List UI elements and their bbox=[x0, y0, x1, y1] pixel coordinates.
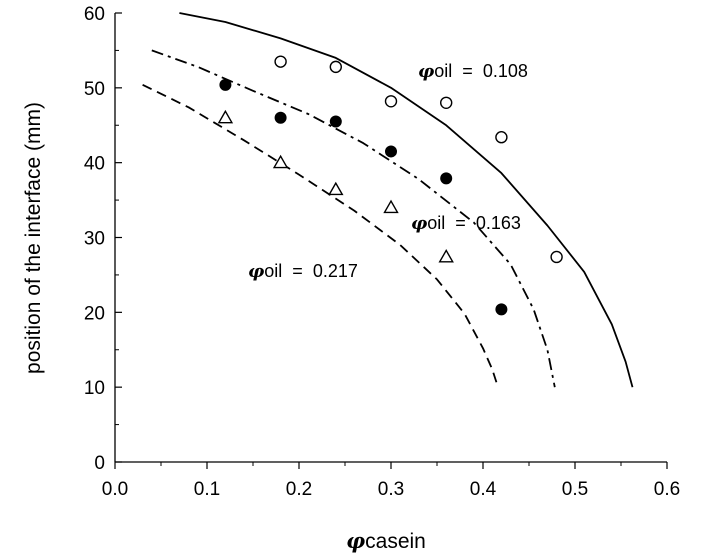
x-axis-title: φcasein bbox=[346, 528, 426, 553]
x-tick-label: 0.0 bbox=[102, 479, 128, 500]
x-tick-label: 0.2 bbox=[286, 479, 312, 500]
series-2-marker bbox=[438, 249, 454, 263]
x-tick-label: 0.3 bbox=[378, 479, 404, 500]
y-tick-label: 10 bbox=[84, 378, 105, 399]
series-1-marker bbox=[385, 145, 397, 158]
series-0-marker bbox=[550, 250, 563, 264]
y-tick-label: 50 bbox=[84, 79, 105, 100]
series-2-marker bbox=[383, 199, 399, 214]
annotation-oil-0108: φoil = 0.108 bbox=[418, 61, 528, 82]
plot-area: 0 10 20 30 40 50 60 0.0 0.1 0.2 0.3 0.4 0.5 0.6 bbox=[84, 4, 680, 500]
annotation-oil-0217: φoil = 0.217 bbox=[248, 261, 358, 282]
series-0-marker bbox=[329, 60, 342, 74]
series-2-marker bbox=[217, 109, 234, 124]
series-1-marker bbox=[274, 111, 287, 124]
series-0-marker bbox=[495, 131, 508, 144]
x-tick-label: 0.4 bbox=[470, 479, 497, 500]
phi-symbol: φ bbox=[346, 528, 365, 553]
series-1-marker bbox=[329, 115, 342, 128]
series-2-marker bbox=[272, 154, 289, 169]
series-2-curve bbox=[142, 83, 498, 384]
series-2-marker bbox=[328, 181, 344, 196]
series-0-marker bbox=[384, 95, 398, 108]
y-axis-title: position of the interface (mm) bbox=[22, 102, 45, 374]
y-tick-label: 30 bbox=[84, 229, 105, 250]
y-tick-label: 60 bbox=[84, 4, 105, 25]
annotation-oil-0163: φoil = 0.163 bbox=[411, 213, 521, 234]
series-0-curve bbox=[179, 12, 634, 388]
y-tick-label: 40 bbox=[84, 154, 105, 175]
series-1-marker bbox=[219, 78, 232, 91]
x-axis-title-text: casein bbox=[365, 530, 426, 553]
x-tick-label: 0.6 bbox=[654, 479, 680, 500]
series-1-marker bbox=[495, 303, 508, 316]
y-tick-label: 20 bbox=[84, 303, 105, 324]
x-tick-label: 0.5 bbox=[562, 479, 588, 500]
y-tick-label: 0 bbox=[94, 453, 105, 474]
series-1-marker bbox=[440, 172, 453, 185]
series-0-marker bbox=[274, 55, 287, 68]
series-0-marker bbox=[440, 96, 453, 110]
x-tick-label: 0.1 bbox=[194, 479, 220, 500]
